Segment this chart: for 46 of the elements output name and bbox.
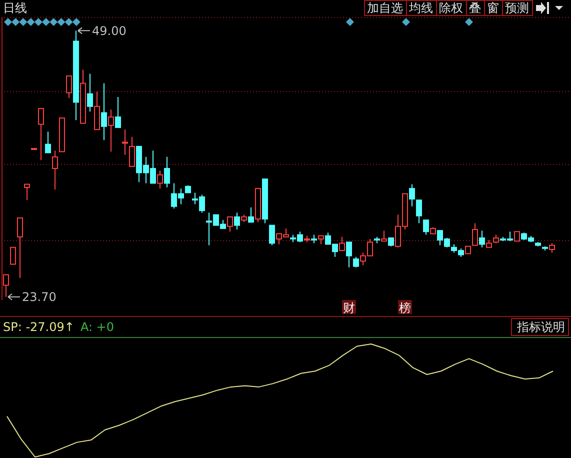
candlestick <box>87 73 93 112</box>
candlestick <box>17 217 23 278</box>
text: A: +0 <box>80 320 114 334</box>
text: 指标说明 <box>516 320 565 334</box>
candlestick <box>122 129 128 156</box>
annotation: 49.00 <box>92 24 126 38</box>
candlestick <box>346 242 352 268</box>
candlestick <box>3 274 9 298</box>
candlestick <box>514 231 520 242</box>
chart-title: SP: -27.09↑ <box>3 320 74 334</box>
candlestick <box>66 75 72 99</box>
candlestick <box>108 109 114 152</box>
text: 均线 <box>408 1 433 15</box>
candlestick <box>353 256 359 268</box>
candlestick <box>101 82 107 141</box>
text: 窗 <box>487 1 499 15</box>
candlestick <box>269 224 275 246</box>
candlestick <box>472 222 478 246</box>
candlestick <box>227 216 233 232</box>
candlestick <box>409 184 415 207</box>
candlestick <box>45 131 51 154</box>
chart-title: 日线 <box>3 1 27 15</box>
candlestick <box>234 212 240 230</box>
annotation: 23.70 <box>22 290 56 304</box>
candlestick <box>115 96 121 128</box>
candlestick <box>164 156 170 188</box>
text: 榜 <box>399 301 411 315</box>
text: 除权 <box>439 1 463 15</box>
candlestick <box>24 184 30 201</box>
text: 加自选 <box>367 1 403 15</box>
candlestick <box>248 206 254 223</box>
candlestick <box>38 108 44 161</box>
candlestick <box>52 150 58 190</box>
candlestick <box>94 91 100 130</box>
candlestick <box>423 220 429 236</box>
text: 预测 <box>505 1 529 15</box>
candlestick <box>129 136 135 167</box>
text: 叠 <box>469 1 481 15</box>
candlestick <box>10 246 16 265</box>
candlestick <box>479 230 485 248</box>
candlestick <box>416 200 422 224</box>
candlestick <box>381 230 387 242</box>
candlestick <box>549 242 555 254</box>
text: 财 <box>343 301 355 315</box>
candlestick <box>339 236 345 252</box>
candlestick <box>157 170 163 189</box>
